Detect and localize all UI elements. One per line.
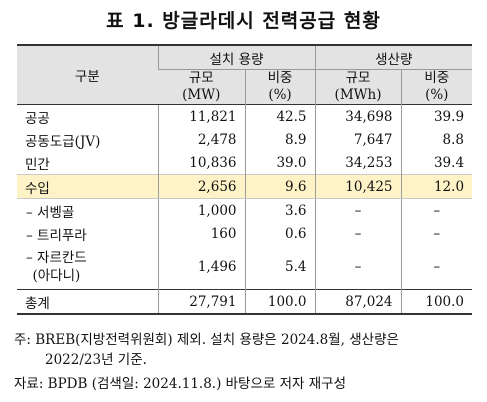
generation-value: 10,425 — [314, 174, 402, 199]
generation-share-value: 12.0 — [400, 174, 473, 199]
row-label: 총계 — [17, 289, 158, 315]
generation-share-value: – — [400, 222, 473, 245]
note-text-continued: 2022/23년 기준. — [45, 352, 147, 368]
header-unit-row: 규모 (MW) 비중 (%) 규모 (MWh) 비중 (%) — [17, 69, 473, 105]
note-text: 주: BREB(지방전력위원회) 제외. 설치 용량은 2024.8월, 생산량… — [14, 332, 399, 348]
header-generation-size: 규모 (MWh) — [314, 69, 402, 105]
row-label: 민간 — [25, 156, 50, 173]
capacity-value: 160 — [157, 222, 245, 245]
row-label-text: – 자르칸드 (아다니) — [26, 250, 87, 284]
header-group-row: 구분 설치 용량 생산량 — [17, 45, 473, 85]
capacity-share-value: 5.4 — [244, 245, 316, 290]
table-row: – 자르칸드 (아다니) 1,496 5.4 – – — [17, 245, 473, 290]
generation-share-value: – — [400, 198, 473, 222]
table-row: 민간 10,836 39.0 34,253 39.4 — [17, 151, 473, 175]
generation-share-value: 100.0 — [400, 289, 473, 315]
row-label: – 서벵골 — [26, 204, 75, 221]
source-text: 자료: BPDB (검색일: 2024.11.8.) 바탕으로 저자 재구성 — [14, 376, 347, 392]
header-capacity-share-label: 비중 (%) — [267, 70, 293, 103]
table-row-total: 총계 27,791 100.0 87,024 100.0 — [17, 289, 473, 315]
table-row: – 트리푸라 160 0.6 – – — [17, 222, 473, 245]
capacity-value: 2,656 — [157, 174, 245, 199]
capacity-share-value: 3.6 — [244, 198, 316, 222]
table-row: – 서벵골 1,000 3.6 – – — [17, 198, 473, 222]
table-row-highlighted: 수입 2,656 9.6 10,425 12.0 — [17, 174, 473, 199]
generation-value: 34,253 — [314, 151, 402, 175]
header-generation-share-label: 비중 (%) — [424, 70, 450, 103]
header-capacity-group: 설치 용량 — [157, 45, 316, 70]
page-title: 표 1. 방글라데시 전력공급 현황 — [106, 10, 381, 32]
generation-share-value: 8.8 — [400, 128, 473, 151]
header-capacity-size: 규모 (MW) — [158, 70, 245, 105]
row-label: – 자르칸드 (아다니) — [17, 245, 158, 290]
capacity-value: 1,496 — [157, 245, 245, 290]
capacity-value: 11,821 — [157, 104, 245, 128]
table-notes: 주: BREB(지방전력위원회) 제외. 설치 용량은 2024.8월, 생산량… — [14, 330, 480, 394]
generation-value: – — [314, 198, 402, 222]
power-supply-table: 구분 설치 용량 생산량 규모 (MW) 비중 (%) 규모 (MWh) 비중 … — [17, 44, 473, 315]
header-generation-size-label: 규모 (MWh) — [334, 70, 382, 103]
header-capacity-share: 비중 (%) — [244, 69, 316, 105]
capacity-value: 1,000 — [157, 198, 245, 222]
capacity-value: 10,836 — [157, 151, 245, 175]
generation-value: – — [314, 222, 402, 245]
header-capacity-size-label: 규모 (MW) — [182, 70, 221, 103]
capacity-share-value: 42.5 — [244, 104, 316, 128]
row-label: 공동도급(JV) — [25, 133, 101, 150]
capacity-value: 2,478 — [157, 128, 245, 151]
capacity-share-value: 100.0 — [244, 289, 316, 315]
capacity-value: 27,791 — [157, 289, 245, 315]
generation-value: 87,024 — [314, 289, 402, 315]
header-category: 구분 — [74, 69, 100, 85]
generation-value: 34,698 — [314, 104, 402, 128]
capacity-share-value: 9.6 — [244, 174, 316, 199]
capacity-share-value: 39.0 — [244, 151, 316, 175]
capacity-share-value: 8.9 — [244, 128, 316, 151]
header-generation-group: 생산량 — [314, 45, 473, 70]
generation-share-value: 39.4 — [400, 151, 473, 175]
header-generation-share: 비중 (%) — [400, 69, 473, 105]
capacity-share-value: 0.6 — [244, 222, 316, 245]
row-label: 공공 — [17, 104, 158, 128]
table-row: 공동도급(JV) 2,478 8.9 7,647 8.8 — [17, 128, 473, 151]
generation-share-value: 39.9 — [400, 104, 473, 128]
generation-share-value: – — [400, 245, 473, 290]
generation-value: 7,647 — [314, 128, 402, 151]
row-label: – 트리푸라 — [26, 227, 87, 244]
row-label: 수입 — [17, 174, 158, 199]
table-row: 공공 11,821 42.5 34,698 39.9 — [17, 104, 473, 128]
generation-value: – — [314, 245, 402, 290]
